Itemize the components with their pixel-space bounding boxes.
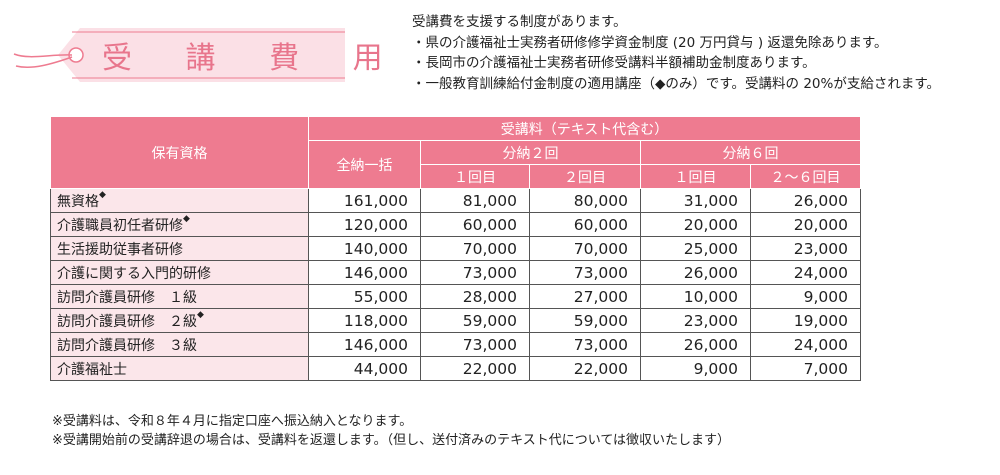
cell-install6-2: 20,000 [750, 212, 861, 237]
cell-install2-2: 27,000 [529, 284, 641, 309]
cell-install2-2: 73,000 [529, 332, 641, 357]
cell-install6-1: 9,000 [640, 356, 751, 381]
title-tag: 受 講 費 用 [10, 24, 383, 86]
cell-install6-2: 26,000 [750, 188, 861, 213]
table-row: 介護福祉士 44,000 22,000 22,000 9,000 7,000 [50, 356, 861, 381]
cell-install2-2: 73,000 [529, 260, 641, 285]
cell-install6-2: 23,000 [750, 236, 861, 261]
table-row: 介護に関する入門的研修 146,000 73,000 73,000 26,000… [50, 260, 861, 285]
cell-install6-2: 24,000 [750, 332, 861, 357]
tag-icon [13, 28, 345, 82]
header-installment-6: 分納６回 [640, 140, 861, 165]
table-row: 生活援助従事者研修 140,000 70,000 70,000 25,000 2… [50, 236, 861, 261]
footnote: ※受講開始前の受講辞退の場合は、受講料を返還します。（但し、送付済みのテキスト代… [52, 433, 731, 448]
row-label: 無資格◆ [50, 188, 309, 213]
cell-lump: 120,000 [308, 212, 421, 237]
table-row: 訪問介護員研修 ３級 146,000 73,000 73,000 26,000 … [50, 332, 861, 357]
page-title: 受 講 費 用 [102, 41, 405, 76]
cell-install2-2: 59,000 [529, 308, 641, 333]
header-first-b: １回目 [640, 164, 751, 189]
cell-lump: 140,000 [308, 236, 421, 261]
diamond-mark: ◆ [99, 189, 106, 200]
cell-install2-2: 80,000 [529, 188, 641, 213]
header-second: ２回目 [529, 164, 641, 189]
info-line: 受講費を支援する制度があります。 [412, 14, 627, 30]
table-row: 介護職員初任者研修◆ 120,000 60,000 60,000 20,000 … [50, 212, 861, 237]
cell-lump: 118,000 [308, 308, 421, 333]
diamond-mark: ◆ [183, 213, 190, 224]
cell-install2-1: 70,000 [420, 236, 530, 261]
cell-install2-2: 60,000 [529, 212, 641, 237]
row-label: 介護に関する入門的研修 [50, 260, 309, 285]
cell-install2-1: 59,000 [420, 308, 530, 333]
row-label: 介護職員初任者研修◆ [50, 212, 309, 237]
header-qualification: 保有資格 [50, 117, 309, 189]
cell-install6-1: 10,000 [640, 284, 751, 309]
row-label: 介護福祉士 [50, 356, 309, 381]
table-row: 訪問介護員研修 １級 55,000 28,000 27,000 10,000 9… [50, 284, 861, 309]
info-line: ・県の介護福祉士実務者研修修学資金制度 (20 万円貸与 ) 返還免除あります。 [412, 34, 888, 51]
header-installment-2: 分納２回 [420, 140, 641, 165]
row-label: 生活援助従事者研修 [50, 236, 309, 261]
cell-install6-2: 9,000 [750, 284, 861, 309]
cell-install6-1: 31,000 [640, 188, 751, 213]
cell-install2-2: 70,000 [529, 236, 641, 261]
cell-install2-1: 22,000 [420, 356, 530, 381]
cell-install2-1: 73,000 [420, 260, 530, 285]
table-row: 無資格◆ 161,000 81,000 80,000 31,000 26,000 [50, 188, 861, 213]
diamond-mark: ◆ [197, 309, 204, 320]
cell-install6-2: 19,000 [750, 308, 861, 333]
cell-install6-1: 20,000 [640, 212, 751, 237]
cell-install2-1: 60,000 [420, 212, 530, 237]
cell-lump: 146,000 [308, 332, 421, 357]
row-label: 訪問介護員研修 ２級◆ [50, 308, 309, 333]
support-info: 受講費を支援する制度があります。 ・県の介護福祉士実務者研修修学資金制度 (20… [412, 12, 940, 94]
cell-install6-1: 26,000 [640, 332, 751, 357]
cell-install6-2: 24,000 [750, 260, 861, 285]
cell-install6-1: 25,000 [640, 236, 751, 261]
cell-install2-2: 22,000 [529, 356, 641, 381]
cell-lump: 44,000 [308, 356, 421, 381]
cell-lump: 55,000 [308, 284, 421, 309]
row-label: 訪問介護員研修 １級 [50, 284, 309, 309]
table-row: 訪問介護員研修 ２級◆ 118,000 59,000 59,000 23,000… [50, 308, 861, 333]
cell-install2-1: 28,000 [420, 284, 530, 309]
cell-install6-1: 23,000 [640, 308, 751, 333]
footnotes: ※受講料は、令和８年４月に指定口座へ振込納入となります。 ※受講開始前の受講辞退… [52, 412, 730, 450]
header-fee: 受講料（テキスト代含む） [308, 117, 861, 141]
info-line: ・長岡市の介護福祉士実務者研修受講料半額補助金制度あります。 [412, 55, 816, 71]
info-line: ・一般教育訓練給付金制度の適用講座（◆のみ）です。受講料の 20%が支給されます… [412, 75, 940, 92]
header-lump-sum: 全納一括 [308, 140, 421, 189]
row-label: 訪問介護員研修 ３級 [50, 332, 309, 357]
header-second-to-sixth: ２〜６回目 [750, 164, 861, 189]
cell-install2-1: 73,000 [420, 332, 530, 357]
fee-table: 保有資格 受講料（テキスト代含む） 全納一括 分納２回 分納６回 １回目 ２回目… [50, 117, 861, 381]
footnote: ※受講料は、令和８年４月に指定口座へ振込納入となります。 [52, 414, 413, 429]
cell-install6-2: 7,000 [750, 356, 861, 381]
cell-install6-1: 26,000 [640, 260, 751, 285]
cell-install2-1: 81,000 [420, 188, 530, 213]
header-first: １回目 [420, 164, 530, 189]
cell-lump: 161,000 [308, 188, 421, 213]
cell-lump: 146,000 [308, 260, 421, 285]
